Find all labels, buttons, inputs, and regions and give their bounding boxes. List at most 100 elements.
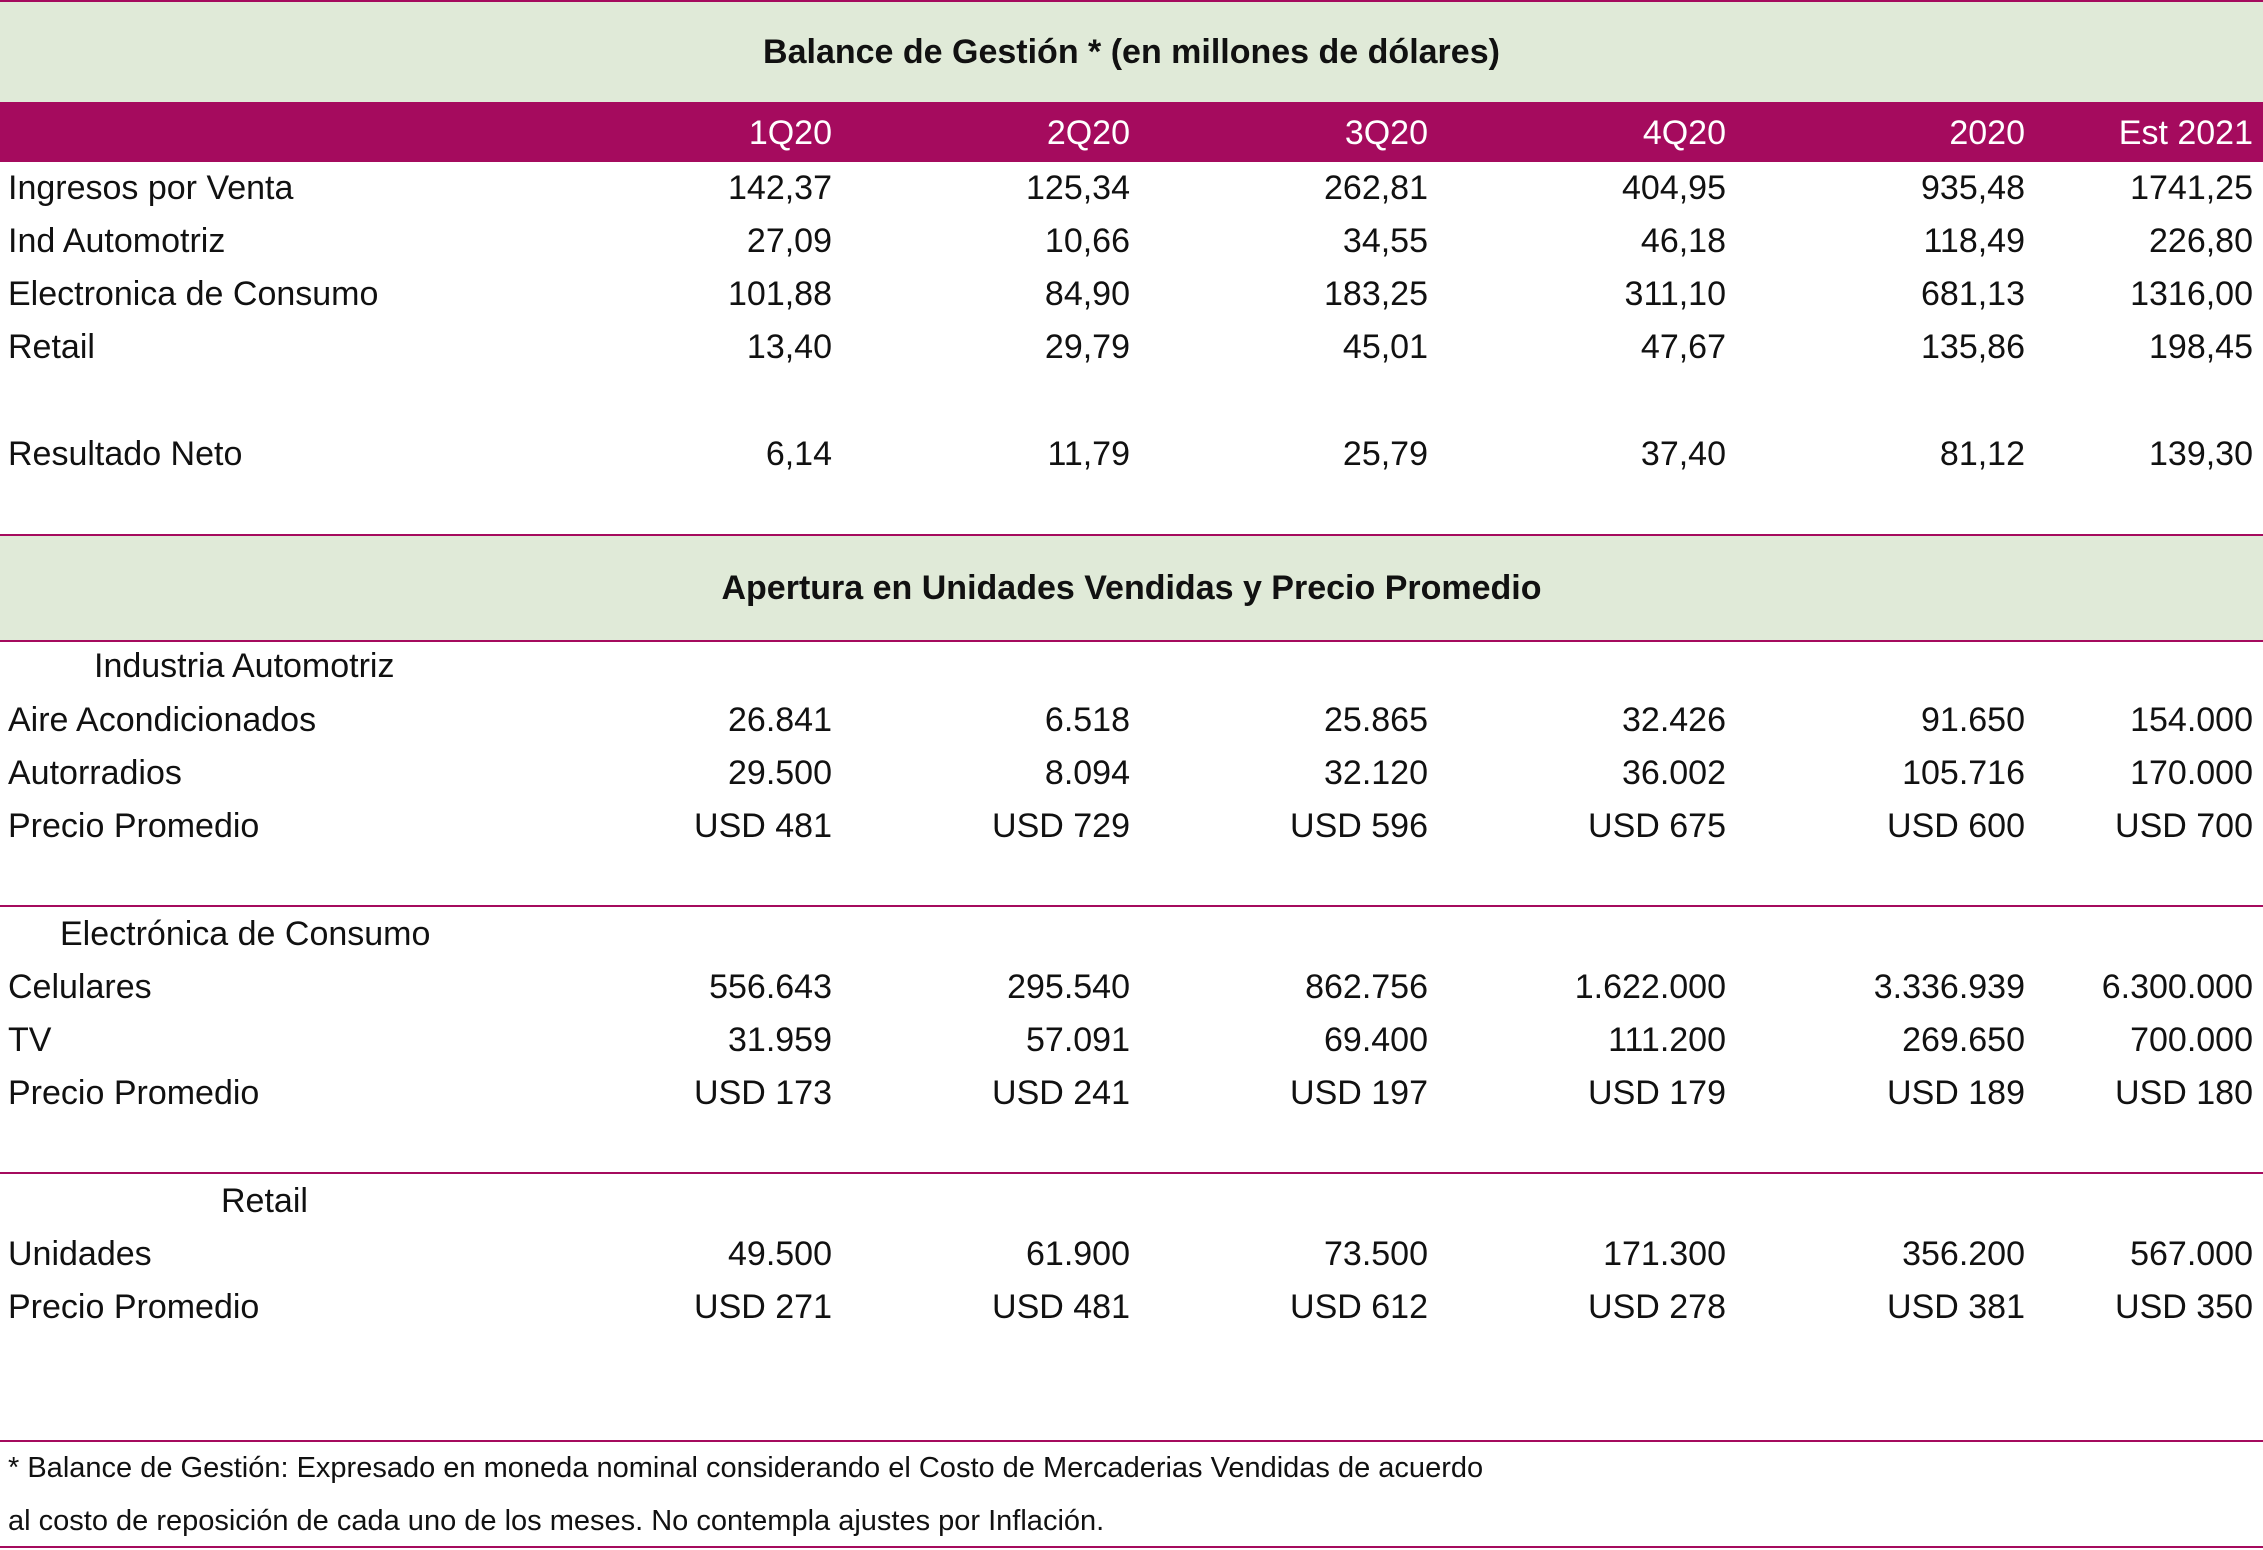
row-value: 1741,25: [2130, 169, 2253, 207]
row-value: 32.426: [1622, 701, 1726, 739]
column-header-1q20: 1Q20: [748, 114, 832, 152]
row-label: Electronica de Consumo: [8, 275, 379, 313]
row-value: 61.900: [1026, 1235, 1130, 1273]
row-value: 295.540: [1007, 968, 1130, 1006]
row-value: 101,88: [728, 275, 832, 313]
row-value: 269.650: [1902, 1021, 2025, 1059]
row-label: Aire Acondicionados: [8, 701, 317, 739]
row-value: 3.336.939: [1873, 968, 2025, 1006]
row-value: 69.400: [1324, 1021, 1428, 1059]
row-value: 681,13: [1921, 275, 2025, 313]
row-value: 32.120: [1324, 754, 1428, 792]
footnote-divider: [0, 1440, 2263, 1442]
row-value: USD 600: [1887, 807, 2025, 845]
row-value: 154.000: [2130, 701, 2253, 739]
row-value: USD 197: [1290, 1074, 1428, 1112]
row-value: 6,14: [765, 435, 832, 473]
row-value: 105.716: [1902, 754, 2025, 792]
table-row-electronica: Electronica de Consumo 101,88 84,90 183,…: [0, 268, 2263, 321]
row-label: Precio Promedio: [8, 1074, 260, 1112]
column-header-row: 1Q20 2Q20 3Q20 4Q20 2020 Est 2021: [0, 104, 2263, 162]
row-label: Retail: [8, 328, 95, 366]
row-value: USD 481: [992, 1288, 1130, 1326]
row-value: 404,95: [1622, 169, 1726, 207]
column-header-2q20: 2Q20: [1046, 114, 1130, 152]
row-value: USD 271: [694, 1288, 832, 1326]
row-value: 57.091: [1026, 1021, 1130, 1059]
row-value: USD 729: [992, 807, 1130, 845]
row-value: 25.865: [1324, 701, 1428, 739]
column-header-4q20: 4Q20: [1642, 114, 1726, 152]
row-label: Precio Promedio: [8, 807, 260, 845]
row-value: USD 596: [1290, 807, 1428, 845]
section-title-band: Apertura en Unidades Vendidas y Precio P…: [0, 534, 2263, 642]
balance-title: Balance de Gestión * (en millones de dól…: [763, 32, 1500, 71]
section-title: Apertura en Unidades Vendidas y Precio P…: [721, 568, 1542, 607]
subsection-title-electronica: Electrónica de Consumo: [60, 915, 431, 953]
table-row: Unidades 49.500 61.900 73.500 171.300 35…: [0, 1228, 2263, 1281]
row-value: 91.650: [1921, 701, 2025, 739]
row-label: Unidades: [8, 1235, 152, 1273]
row-value: USD 179: [1588, 1074, 1726, 1112]
row-value: 135,86: [1921, 328, 2025, 366]
row-value: 45,01: [1342, 328, 1428, 366]
row-value: USD 700: [2115, 807, 2253, 845]
row-value: 142,37: [728, 169, 832, 207]
row-value: USD 675: [1588, 807, 1726, 845]
row-value: 356.200: [1902, 1235, 2025, 1273]
row-value: 862.756: [1305, 968, 1428, 1006]
row-value: 26.841: [728, 701, 832, 739]
row-value: USD 350: [2115, 1288, 2253, 1326]
row-value: USD 189: [1887, 1074, 2025, 1112]
row-value: 111.200: [1608, 1021, 1726, 1059]
table-row: Aire Acondicionados 26.841 6.518 25.865 …: [0, 694, 2263, 747]
row-value: USD 612: [1290, 1288, 1428, 1326]
row-value: 36.002: [1622, 754, 1726, 792]
row-value: 700.000: [2130, 1021, 2253, 1059]
table-row: Autorradios 29.500 8.094 32.120 36.002 1…: [0, 747, 2263, 800]
row-value: 29.500: [728, 754, 832, 792]
table-row: Celulares 556.643 295.540 862.756 1.622.…: [0, 961, 2263, 1014]
row-value: 125,34: [1026, 169, 1130, 207]
table-row: TV 31.959 57.091 69.400 111.200 269.650 …: [0, 1014, 2263, 1067]
row-value: USD 481: [694, 807, 832, 845]
row-value: 6.300.000: [2101, 968, 2253, 1006]
row-value: 6.518: [1044, 701, 1130, 739]
row-value: USD 180: [2115, 1074, 2253, 1112]
row-value: 31.959: [728, 1021, 832, 1059]
table-row-retail: Retail 13,40 29,79 45,01 47,67 135,86 19…: [0, 321, 2263, 374]
table-row: Precio Promedio USD 481 USD 729 USD 596 …: [0, 800, 2263, 853]
row-value: 84,90: [1044, 275, 1130, 313]
row-value: 1316,00: [2130, 275, 2253, 313]
row-value: 1.622.000: [1574, 968, 1726, 1006]
row-value: 556.643: [709, 968, 832, 1006]
row-value: 170.000: [2130, 754, 2253, 792]
row-value: 567.000: [2130, 1235, 2253, 1273]
bottom-divider: [0, 1546, 2263, 1548]
row-value: USD 173: [694, 1074, 832, 1112]
row-label: Autorradios: [8, 754, 182, 792]
section-divider: [0, 905, 2263, 907]
table-row: Precio Promedio USD 271 USD 481 USD 612 …: [0, 1281, 2263, 1334]
row-value: 262,81: [1324, 169, 1428, 207]
row-value: 226,80: [2149, 222, 2253, 260]
row-value: USD 241: [992, 1074, 1130, 1112]
footnote-line-1: * Balance de Gestión: Expresado en moned…: [8, 1452, 1484, 1484]
table-row-resultado-neto: Resultado Neto 6,14 11,79 25,79 37,40 81…: [0, 428, 2263, 481]
row-value: USD 278: [1588, 1288, 1726, 1326]
row-value: 118,49: [1923, 222, 2025, 260]
row-value: 935,48: [1921, 169, 2025, 207]
row-value: 37,40: [1640, 435, 1726, 473]
section-divider: [0, 1172, 2263, 1174]
table-row-ingresos: Ingresos por Venta 142,37 125,34 262,81 …: [0, 162, 2263, 215]
column-header-2020: 2020: [1949, 114, 2025, 152]
subsection-title-automotriz: Industria Automotriz: [94, 647, 395, 685]
table-row: Precio Promedio USD 173 USD 241 USD 197 …: [0, 1067, 2263, 1120]
row-value: 311,10: [1624, 275, 1726, 313]
row-value: 27,09: [746, 222, 832, 260]
row-value: 47,67: [1640, 328, 1726, 366]
table-row-ind-automotriz: Ind Automotriz 27,09 10,66 34,55 46,18 1…: [0, 215, 2263, 268]
column-header-est-2021: Est 2021: [2118, 114, 2253, 152]
row-value: 198,45: [2149, 328, 2253, 366]
